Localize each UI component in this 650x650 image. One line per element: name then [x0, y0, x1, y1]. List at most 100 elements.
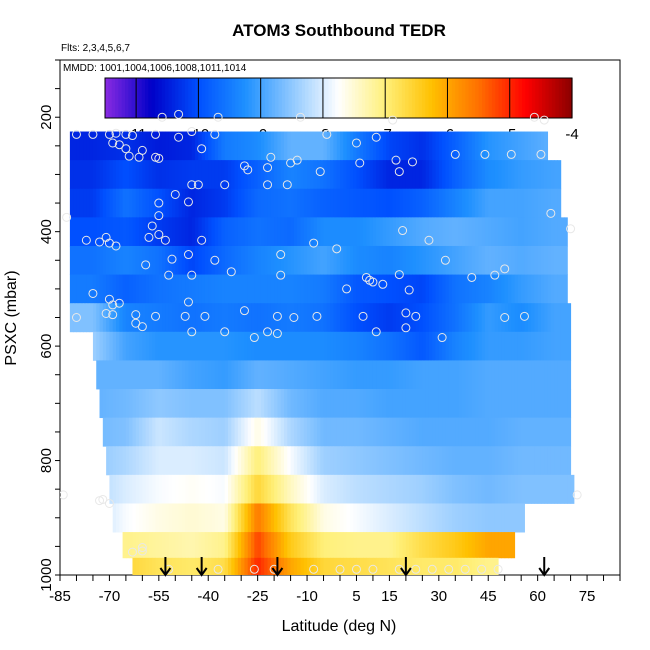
heatmap-cell: [468, 557, 473, 575]
heatmap-cell: [208, 131, 213, 161]
heatmap-cell: [376, 160, 381, 190]
heatmap-cell: [498, 446, 502, 476]
heatmap-cell: [162, 389, 166, 419]
heatmap-cell: [76, 245, 81, 275]
heatmap-cell: [102, 417, 107, 447]
heatmap-cell: [178, 474, 183, 504]
data-point: [249, 564, 259, 574]
heatmap-cell: [442, 557, 446, 575]
colorbar-swatch: [225, 78, 230, 118]
heatmap-cell: [221, 557, 226, 575]
heatmap-cell: [435, 274, 440, 304]
heatmap-cell: [531, 446, 535, 476]
heatmap-cell: [494, 557, 499, 575]
heatmap-cell: [511, 217, 516, 247]
heatmap-cell: [112, 274, 117, 304]
heatmap-cell: [524, 446, 529, 476]
heatmap-cell: [195, 217, 199, 247]
heatmap-cell: [284, 474, 288, 504]
y-tick-label: 200: [38, 105, 55, 130]
heatmap-cell: [435, 557, 440, 575]
heatmap-cell: [125, 532, 130, 559]
heatmap-cell: [428, 532, 433, 559]
heatmap-cell: [471, 331, 476, 361]
heatmap-cell: [494, 188, 499, 218]
heatmap-cell: [379, 532, 384, 559]
heatmap-cell: [175, 160, 180, 190]
heatmap-cell: [359, 389, 364, 419]
heatmap-cell: [73, 131, 77, 161]
heatmap-cell: [139, 557, 143, 575]
heatmap-cell: [313, 131, 318, 161]
heatmap-cell: [534, 331, 539, 361]
heatmap-cell: [112, 188, 117, 218]
heatmap-cell: [191, 474, 196, 504]
heatmap-cell: [504, 303, 509, 333]
heatmap-cell: [527, 245, 532, 275]
heatmap-cell: [402, 474, 407, 504]
heatmap-cell: [346, 160, 351, 190]
heatmap-cell: [198, 446, 203, 476]
heatmap-cell: [313, 417, 318, 447]
heatmap-cell: [188, 160, 193, 190]
heatmap-cell: [471, 417, 476, 447]
heatmap-cell: [422, 417, 427, 447]
colorbar-swatch: [115, 78, 119, 118]
heatmap-cell: [402, 160, 407, 190]
heatmap-cell: [152, 131, 157, 161]
heatmap-cell: [145, 474, 150, 504]
heatmap-cell: [399, 245, 404, 275]
x-tick-label: -25: [247, 588, 269, 605]
colorbar-swatch: [211, 78, 216, 118]
heatmap-cell: [254, 474, 259, 504]
heatmap-cell: [79, 188, 84, 218]
heatmap-cell: [455, 131, 460, 161]
heatmap-cell: [122, 188, 127, 218]
heatmap-cell: [392, 303, 397, 333]
heatmap-cell: [247, 474, 252, 504]
heatmap-cell: [392, 360, 397, 390]
heatmap-cell: [428, 417, 433, 447]
heatmap-cell: [409, 188, 413, 218]
heatmap-cell: [422, 360, 427, 390]
heatmap-cell: [356, 389, 361, 419]
heatmap-cell: [531, 217, 535, 247]
heatmap-cell: [475, 131, 479, 161]
heatmap-cell: [218, 389, 222, 419]
heatmap-cell: [198, 245, 203, 275]
colorbar-swatch: [128, 78, 133, 118]
heatmap-cell: [280, 360, 285, 390]
colorbar-swatch: [511, 78, 516, 118]
heatmap-cell: [316, 131, 321, 161]
heatmap-cell: [432, 557, 437, 575]
heatmap-cell: [277, 131, 282, 161]
heatmap-cell: [379, 360, 384, 390]
heatmap-cell: [270, 131, 275, 161]
heatmap-cell: [270, 160, 275, 190]
heatmap-cell: [96, 160, 101, 190]
heatmap-cell: [537, 446, 542, 476]
heatmap-cell: [148, 417, 153, 447]
heatmap-cell: [389, 503, 394, 533]
heatmap-cell: [79, 160, 84, 190]
heatmap-cell: [508, 360, 512, 390]
heatmap-cell: [307, 274, 311, 304]
heatmap-cell: [274, 417, 278, 447]
heatmap-cell: [484, 557, 489, 575]
heatmap-cell: [310, 217, 315, 247]
heatmap-cell: [201, 217, 206, 247]
heatmap-cell: [73, 274, 77, 304]
data-point: [378, 279, 388, 289]
heatmap-cell: [428, 446, 433, 476]
heatmap-cell: [452, 474, 456, 504]
heatmap-cell: [442, 274, 446, 304]
heatmap-cell: [129, 532, 133, 559]
heatmap-cell: [69, 188, 74, 218]
heatmap-cell: [333, 274, 338, 304]
data-point: [127, 131, 137, 141]
heatmap-cell: [468, 532, 473, 559]
heatmap-cell: [514, 160, 519, 190]
heatmap-cell: [96, 245, 101, 275]
heatmap-cell: [396, 160, 400, 190]
heatmap-cell: [102, 131, 107, 161]
